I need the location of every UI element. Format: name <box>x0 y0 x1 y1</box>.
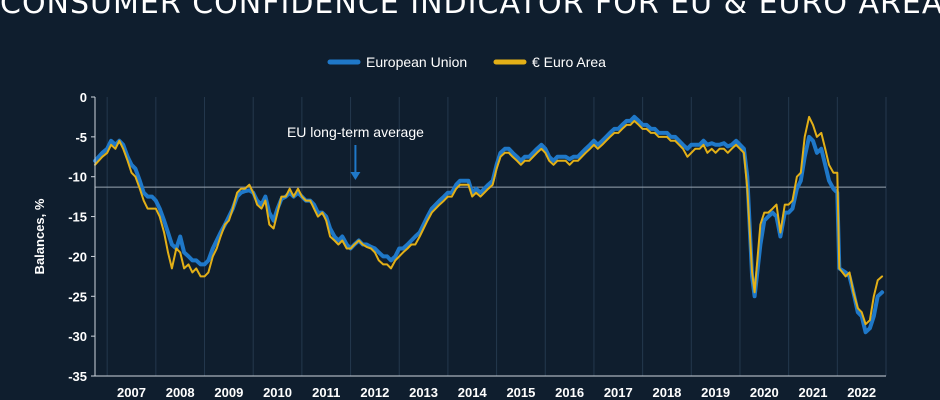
y-tick-label: -25 <box>68 289 87 304</box>
x-tick-label-2014: 2014 <box>458 385 488 400</box>
x-tick-label-2008: 2008 <box>166 385 195 400</box>
x-tick-label-2009: 2009 <box>214 385 243 400</box>
y-tick-label: -15 <box>68 210 87 225</box>
x-tick-label-2007: 2007 <box>117 385 146 400</box>
x-tick-label-2021: 2021 <box>799 385 828 400</box>
annotation-arrow-head <box>350 172 361 180</box>
y-tick-label: -30 <box>68 329 87 344</box>
y-axis-label: Balances, % <box>32 198 47 274</box>
reference-line-group: EU long-term average <box>95 124 886 188</box>
x-tick-label-2022: 2022 <box>847 385 876 400</box>
y-tick-label: -10 <box>68 170 87 185</box>
x-tick-label-2012: 2012 <box>360 385 389 400</box>
series-line-euro-area <box>94 115 884 326</box>
x-tick-label-2013: 2013 <box>409 385 438 400</box>
x-tick-label-2011: 2011 <box>312 385 340 400</box>
series-line-european-union <box>93 114 885 335</box>
y-tick-label: -5 <box>75 130 87 145</box>
year-gridlines <box>106 97 887 376</box>
y-tick-label: -20 <box>68 249 87 264</box>
eu-long-term-average-label: EU long-term average <box>287 124 424 140</box>
x-tick-label-2019: 2019 <box>701 385 730 400</box>
x-tick-label-2018: 2018 <box>652 385 681 400</box>
x-tick-label-2015: 2015 <box>506 385 535 400</box>
axis-group: 2007 2008 2009 2010 2011 2012 2013 2014 2015 2016… <box>32 90 886 400</box>
series-group <box>93 114 885 335</box>
legend-label-european-union: European Union <box>366 54 467 70</box>
x-tick-label-2020: 2020 <box>750 385 779 400</box>
x-tick-label-2010: 2010 <box>263 385 292 400</box>
chart-title: CONSUMER CONFIDENCE INDICATOR FOR EU & E… <box>0 0 940 21</box>
x-tick-label-2016: 2016 <box>555 385 584 400</box>
y-tick-label: -35 <box>68 369 87 384</box>
y-tick-label: 0 <box>80 90 87 105</box>
x-tick-label-2017: 2017 <box>604 385 633 400</box>
legend: European Union € Euro Area <box>327 54 606 70</box>
legend-label-euro-area: € Euro Area <box>532 54 606 70</box>
